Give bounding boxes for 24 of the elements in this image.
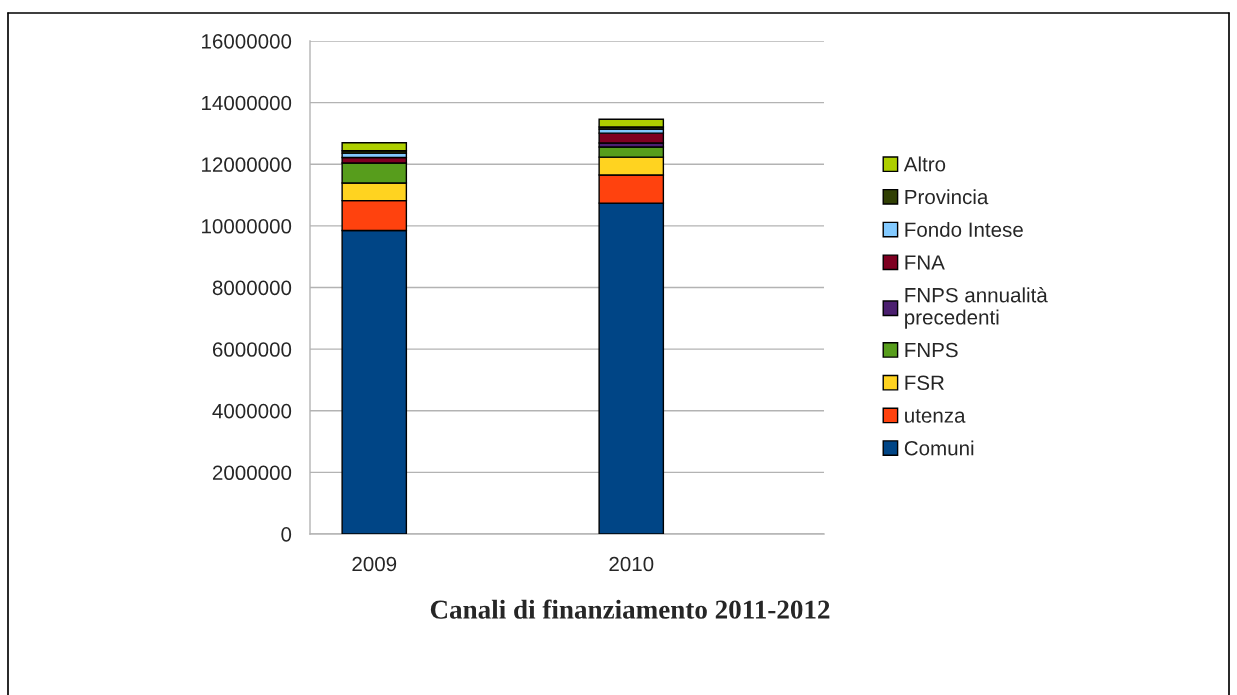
bar	[598, 132, 665, 144]
x-tick-label: 2009	[352, 556, 397, 572]
y-tick-label: 10000000	[202, 218, 292, 234]
legend-label: Altro	[903, 156, 946, 172]
y-tick-label: 16000000	[202, 34, 292, 49]
x-tick-label: 2010	[609, 556, 654, 572]
legend-label: Provincia	[905, 189, 989, 205]
legend-label: FSR	[905, 375, 944, 391]
y-tick-label: 12000000	[202, 157, 292, 172]
y-tick-label: 4000000	[212, 403, 292, 419]
legend-label: FNA	[905, 255, 945, 270]
bar	[598, 118, 665, 128]
bar	[341, 141, 408, 152]
legend-label: FNPS annualità precedenti	[905, 287, 1048, 329]
legend-label: Fondo Intese	[905, 221, 1023, 237]
legend-label: FNPS	[905, 342, 958, 358]
text: Canali di finanziamento 2011-2012	[430, 599, 830, 619]
y-tick-label: 14000000	[202, 95, 292, 111]
legend-label: utenza	[905, 409, 966, 423]
y-tick-label: 8000000	[212, 280, 292, 296]
y-tick-label: 0	[281, 527, 292, 542]
y-tick-label: 2000000	[212, 465, 292, 481]
legend-label: Comuni	[904, 440, 974, 456]
y-tick-label: 6000000	[212, 342, 292, 357]
